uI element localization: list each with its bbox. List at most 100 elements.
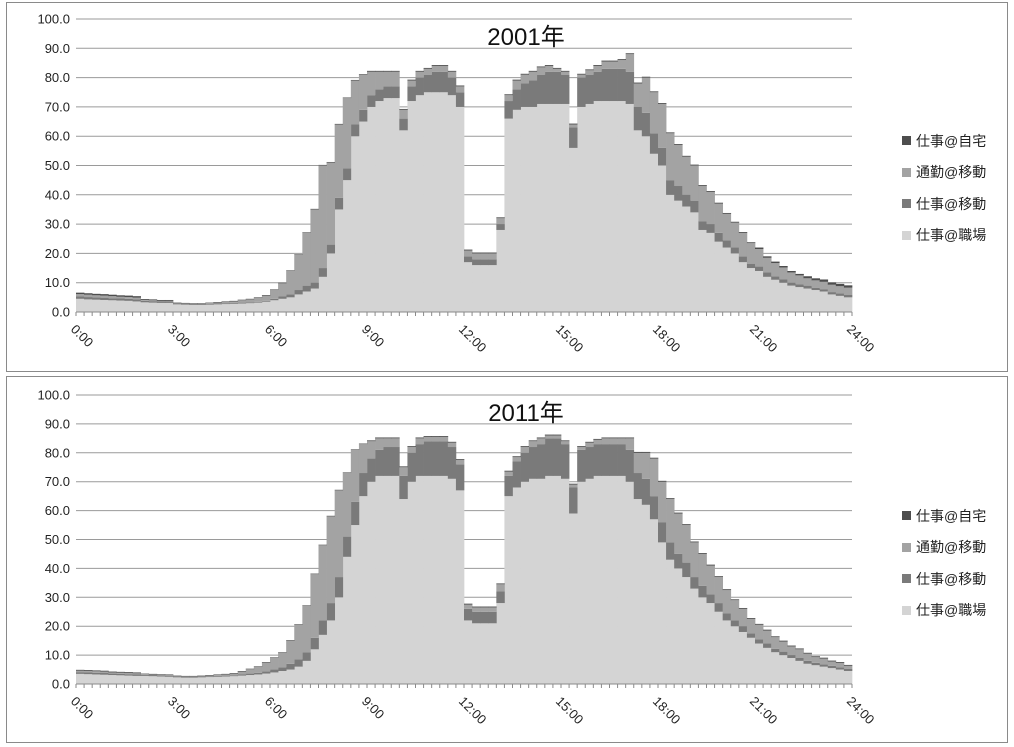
- area-segment: [641, 136, 651, 312]
- area-segment: [544, 475, 554, 684]
- area-segment: [286, 297, 295, 312]
- area-segment: [771, 648, 780, 653]
- area-segment: [431, 436, 441, 437]
- legend-swatch: [902, 167, 911, 177]
- area-segment: [189, 677, 198, 684]
- area-segment: [633, 82, 643, 84]
- area-segment: [835, 662, 845, 668]
- area-segment: [455, 106, 465, 313]
- area-segment: [633, 451, 643, 453]
- area-segment: [593, 444, 602, 476]
- area-segment: [835, 283, 845, 287]
- area-segment: [827, 284, 837, 293]
- area-segment: [714, 611, 724, 684]
- series-仕事@自宅: [76, 434, 853, 677]
- area-segment: [399, 108, 408, 110]
- area-segment: [164, 674, 174, 676]
- area-segment: [407, 86, 416, 102]
- area-segment: [391, 86, 400, 99]
- area-segment: [197, 304, 206, 312]
- area-segment: [690, 588, 699, 684]
- area-segment: [464, 603, 473, 605]
- area-segment: [512, 487, 521, 684]
- area-segment: [763, 257, 772, 273]
- y-tick-label: 30.0: [45, 590, 70, 605]
- area-segment: [431, 475, 441, 684]
- area-segment: [270, 300, 279, 312]
- area-segment: [181, 675, 190, 677]
- area-segment: [132, 299, 142, 302]
- area-segment: [835, 286, 845, 294]
- area-segment: [84, 674, 93, 684]
- area-segment: [625, 449, 635, 482]
- area-segment: [649, 91, 659, 93]
- y-tick-label: 70.0: [45, 474, 70, 489]
- area-segment: [811, 278, 821, 281]
- legend-label: 通勤@移動: [916, 539, 987, 556]
- area-segment: [763, 630, 772, 644]
- area-segment: [423, 436, 433, 442]
- area-segment: [528, 441, 538, 448]
- area-segment: [544, 65, 554, 66]
- area-segment: [504, 471, 513, 476]
- x-tick-label: 24:00: [844, 694, 878, 728]
- area-segment: [84, 294, 93, 298]
- area-segment: [399, 118, 408, 131]
- area-segment: [682, 524, 691, 526]
- area-segment: [819, 658, 829, 665]
- y-tick-label: 60.0: [45, 503, 70, 518]
- area-segment: [326, 161, 336, 163]
- area-segment: [569, 147, 578, 312]
- area-segment: [811, 656, 821, 658]
- area-segment: [755, 247, 764, 249]
- area-segment: [124, 675, 133, 684]
- x-tick-label: 21:00: [747, 694, 781, 728]
- area-segment: [819, 664, 829, 667]
- area-segment: [763, 272, 772, 277]
- area-segment: [609, 60, 618, 62]
- area-segment: [496, 217, 505, 219]
- area-segment: [253, 674, 263, 684]
- area-segment: [431, 65, 441, 72]
- area-segment: [164, 675, 174, 677]
- area-segment: [730, 247, 740, 254]
- area-segment: [601, 437, 610, 439]
- area-segment: [472, 607, 481, 612]
- area-segment: [140, 299, 150, 301]
- area-segment: [286, 270, 295, 295]
- area-segment: [601, 475, 610, 684]
- area-segment: [480, 606, 489, 608]
- area-segment: [682, 194, 691, 207]
- area-segment: [843, 671, 853, 684]
- area-segment: [771, 652, 780, 684]
- area-segment: [156, 674, 166, 675]
- area-segment: [286, 270, 295, 271]
- area-segment: [383, 70, 392, 72]
- y-tick-label: 50.0: [45, 158, 70, 173]
- area-segment: [108, 671, 117, 673]
- area-segment: [649, 153, 659, 312]
- area-segment: [674, 568, 683, 684]
- y-tick-label: 0.0: [52, 305, 70, 320]
- area-segment: [76, 670, 85, 673]
- area-segment: [383, 438, 392, 448]
- area-segment: [682, 577, 691, 684]
- area-segment: [407, 446, 416, 448]
- area-segment: [76, 292, 85, 295]
- area-segment: [342, 472, 352, 474]
- area-segment: [690, 577, 699, 589]
- area-segment: [843, 668, 853, 671]
- y-tick-label: 90.0: [45, 416, 70, 431]
- area-segment: [84, 299, 93, 312]
- area-segment: [342, 98, 352, 169]
- area-segment: [722, 590, 732, 614]
- area-segment: [698, 553, 707, 586]
- area-segment: [140, 674, 150, 675]
- legend-swatch: [902, 199, 911, 209]
- area-segment: [213, 675, 222, 676]
- area-segment: [213, 675, 222, 677]
- area-segment: [367, 71, 376, 96]
- area-segment: [367, 106, 376, 313]
- area-segment: [730, 626, 740, 684]
- legend-item: 通勤@移動: [902, 532, 1012, 564]
